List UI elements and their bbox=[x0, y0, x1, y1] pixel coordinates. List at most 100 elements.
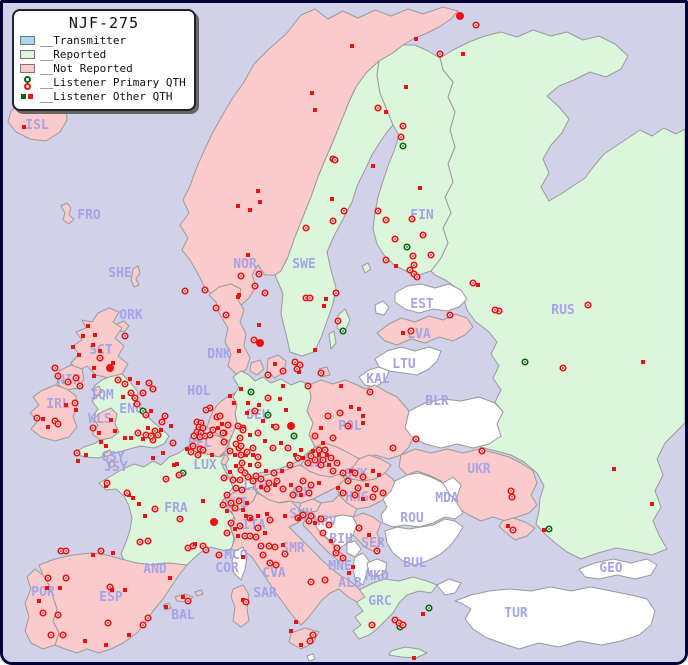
listener-primary-qth-marker-center bbox=[145, 414, 147, 416]
not-reported-swatch bbox=[20, 64, 35, 73]
listener-other-qth-marker bbox=[317, 453, 321, 457]
listener-primary-qth-marker-center bbox=[274, 546, 276, 548]
listener-primary-qth-marker-center bbox=[212, 429, 214, 431]
listener-primary-qth-marker-center bbox=[411, 218, 413, 220]
listener-other-qth-marker bbox=[81, 334, 85, 338]
map-label-kal: KAL bbox=[366, 372, 390, 387]
map-label-ukr: UKR bbox=[467, 462, 491, 477]
listener-other-qth-marker bbox=[22, 125, 26, 129]
listener-other-qth-marker bbox=[127, 633, 131, 637]
listener-primary-qth-marker-center bbox=[328, 524, 330, 526]
listener-primary-qth-marker-center bbox=[130, 392, 132, 394]
listener-other-qth-marker bbox=[74, 408, 78, 412]
listener-other-qth-marker bbox=[281, 543, 285, 547]
listener-other-qth-marker bbox=[301, 456, 305, 460]
listener-primary-qth-marker-center bbox=[330, 457, 332, 459]
listener-other-qth-marker bbox=[193, 542, 197, 546]
listener-primary-qth-marker-center bbox=[282, 370, 284, 372]
listener-primary-qth-marker-center bbox=[57, 423, 59, 425]
listener-other-qth-marker bbox=[113, 429, 117, 433]
listener-other-qth-marker bbox=[245, 501, 249, 505]
listener-other-qth-marker bbox=[86, 324, 90, 328]
listener-other-qth-marker bbox=[265, 512, 269, 516]
listener-other-qth-marker bbox=[159, 428, 163, 432]
listener-primary-qth-marker-center bbox=[193, 435, 195, 437]
listener-primary-qth-marker-center bbox=[109, 586, 111, 588]
listener-primary-qth-marker-center bbox=[230, 522, 232, 524]
listener-other-qth-marker bbox=[45, 586, 49, 590]
country-rou bbox=[380, 472, 464, 528]
listener-other-qth-marker bbox=[251, 453, 255, 457]
listener-other-qth-marker bbox=[313, 521, 317, 525]
listener-primary-qth-marker-center bbox=[198, 426, 200, 428]
legend-row-not-reported: __Not Reported bbox=[20, 62, 188, 75]
map-label-esp: ESP bbox=[99, 590, 123, 605]
listener-other-qth-marker bbox=[321, 441, 325, 445]
listener-other-qth-marker bbox=[351, 565, 355, 569]
listener-primary-qth-marker-center bbox=[394, 238, 396, 240]
listener-primary-qth-marker-center bbox=[200, 422, 202, 424]
listener-other-qth-marker bbox=[324, 297, 328, 301]
listener-other-qth-marker bbox=[258, 200, 262, 204]
listener-other-qth-marker bbox=[273, 483, 277, 487]
listener-other-qth-marker bbox=[414, 37, 418, 41]
faroe-islands bbox=[60, 202, 75, 225]
listener-primary-qth-marker-center bbox=[240, 454, 242, 456]
listener-primary-qth-marker-center bbox=[239, 437, 241, 439]
listener-primary-qth-marker-center bbox=[178, 474, 180, 476]
listener-primary-qth-marker-center bbox=[269, 519, 271, 521]
listener-primary-qth-marker-center bbox=[385, 259, 387, 261]
estonian-islands bbox=[374, 300, 390, 316]
listener-other-qth-marker bbox=[330, 197, 334, 201]
region-kaliningrad bbox=[358, 366, 390, 388]
listener-primary-qth-marker-center bbox=[197, 454, 199, 456]
listener-primary-qth-marker-center bbox=[253, 339, 255, 341]
listener-primary-qth-marker-center bbox=[239, 479, 241, 481]
listener-primary-qth-marker-center bbox=[187, 547, 189, 549]
listener-primary-qth-marker-center bbox=[282, 488, 284, 490]
listener-primary-qth-marker-center bbox=[179, 518, 181, 520]
listener-other-qth-marker bbox=[241, 598, 245, 602]
listener-primary-qth-marker-center bbox=[142, 624, 144, 626]
listener-primary-qth-marker-center bbox=[223, 477, 225, 479]
listener-primary-qth-marker-center bbox=[413, 273, 415, 275]
map-label-iqm: IQM bbox=[90, 388, 114, 403]
listener-other-qth-marker bbox=[123, 436, 127, 440]
listener-primary-qth-marker-center bbox=[439, 53, 441, 55]
listener-primary-qth-marker-center bbox=[154, 430, 156, 432]
listener-other-qth-marker bbox=[110, 588, 114, 592]
listener-other-qth-marker bbox=[164, 605, 168, 609]
country-mne bbox=[346, 540, 362, 558]
listener-other-qth-marker bbox=[237, 349, 241, 353]
listener-primary-qth-marker-center bbox=[347, 480, 349, 482]
listener-primary-qth-marker-center bbox=[358, 527, 360, 529]
listener-primary-qth-marker-center bbox=[260, 478, 262, 480]
listener-primary-qth-marker-center bbox=[262, 554, 264, 556]
listener-primary-qth-marker-center bbox=[126, 492, 128, 494]
listener-primary-qth-marker-center bbox=[249, 535, 251, 537]
listener-primary-qth-marker-center bbox=[337, 320, 339, 322]
listener-primary-qth-marker-center bbox=[192, 445, 194, 447]
listener-other-qth-marker bbox=[371, 469, 375, 473]
map-label-mkd: MKD bbox=[365, 569, 389, 584]
listener-primary-qth-marker-center bbox=[244, 535, 246, 537]
listener-other-qth-marker bbox=[246, 253, 250, 257]
map-label-dnk: DNK bbox=[207, 347, 231, 362]
listener-other-qth-marker bbox=[37, 599, 41, 603]
map-label-and: AND bbox=[143, 562, 167, 577]
listener-other-qth-marker bbox=[349, 405, 353, 409]
listener-primary-qth-marker-center bbox=[309, 640, 311, 642]
legend-row-transmitter: __Transmitter bbox=[20, 34, 188, 47]
listener-other-qth-marker bbox=[201, 499, 205, 503]
island-jersey bbox=[107, 460, 116, 469]
listener-other-qth-marker bbox=[327, 463, 331, 467]
listener-other-qth-marker bbox=[299, 493, 303, 497]
listener-other-qth-marker bbox=[234, 464, 238, 468]
listener-other-qth-marker bbox=[361, 421, 365, 425]
listener-primary-qth-marker-center bbox=[222, 432, 224, 434]
listener-primary-qth-marker-center bbox=[223, 441, 225, 443]
listener-primary-qth-marker-center bbox=[62, 634, 64, 636]
listener-primary-qth-marker-center bbox=[147, 540, 149, 542]
listener-other-qth-marker bbox=[401, 331, 405, 335]
listener-other-qth-marker bbox=[280, 469, 284, 473]
